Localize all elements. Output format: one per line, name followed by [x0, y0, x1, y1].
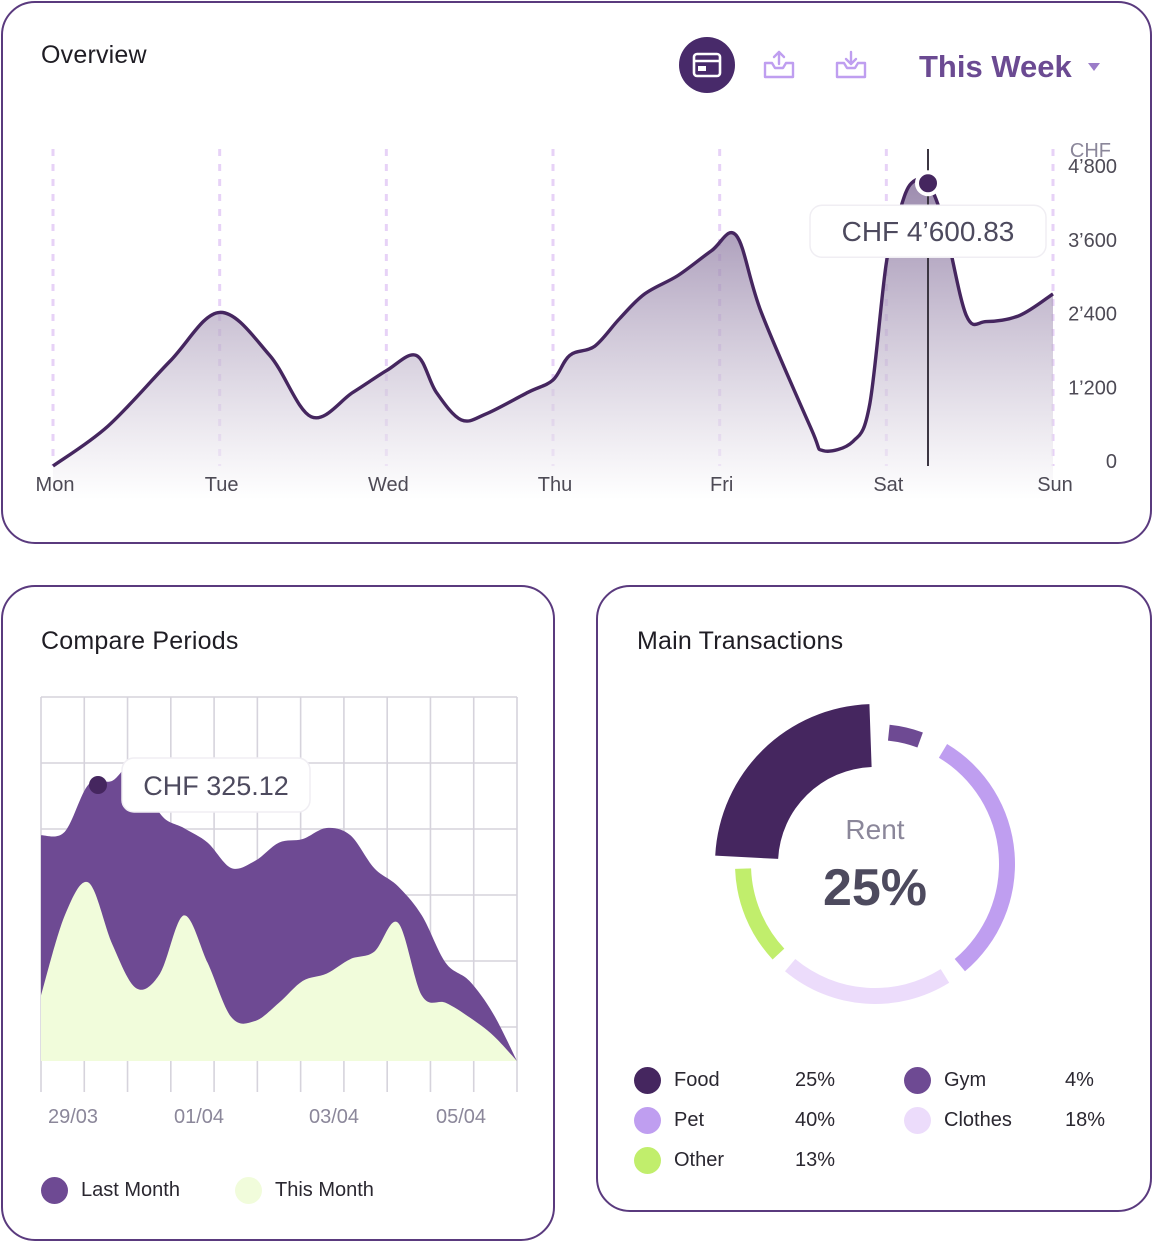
legend-label: Other — [674, 1149, 725, 1171]
compare-chart: 29/03 01/04 03/04 05/04 CHF 325.12 — [40, 696, 518, 1128]
compare-title: Compare Periods — [41, 627, 239, 655]
series-line — [51, 177, 1054, 468]
x-tick-label: Tue — [205, 474, 239, 496]
compare-card: Compare Periods 29/03 01/04 03/04 05/04 CHF … — [1, 585, 555, 1241]
upload-button[interactable] — [751, 37, 807, 93]
tooltip: CHF 4’600.83 — [809, 204, 1047, 258]
card-icon — [692, 52, 722, 78]
donut-slice-gym — [887, 724, 923, 748]
legend-label: Clothes — [944, 1109, 1012, 1131]
legend-swatch — [41, 1177, 68, 1204]
overview-card: Overview This Week Mon Tue Wed Thu Fri Sat Sun… — [1, 1, 1152, 544]
y-tick-label: 1’200 — [1068, 377, 1117, 399]
series-area-this-month — [41, 881, 517, 1061]
legend-item-food: Food — [634, 1067, 720, 1094]
legend-swatch — [634, 1067, 661, 1094]
donut-center-value: 25% — [823, 859, 927, 917]
legend-label: Food — [674, 1069, 720, 1091]
legend-percent-pet: 40% — [795, 1109, 836, 1131]
download-icon — [835, 50, 867, 79]
transactions-donut: Rent 25% — [715, 704, 1015, 1004]
legend-item-this-month: This Month — [235, 1177, 374, 1204]
legend-item-other: Other — [634, 1147, 724, 1174]
x-tick-label: 01/04 — [174, 1106, 224, 1128]
transactions-title: Main Transactions — [637, 627, 844, 655]
legend-swatch — [235, 1177, 262, 1204]
tooltip: CHF 325.12 — [121, 757, 311, 813]
donut-slice-other — [735, 868, 785, 960]
legend-swatch — [634, 1107, 661, 1134]
legend-item-gym: Gym — [904, 1067, 986, 1094]
x-tick-label: 29/03 — [48, 1106, 98, 1128]
y-axis-label: CHF — [1070, 140, 1111, 162]
x-tick-label: Thu — [538, 474, 572, 496]
period-dropdown[interactable]: This Week — [919, 45, 1100, 89]
download-button[interactable] — [823, 37, 879, 93]
x-tick-label: Sat — [873, 474, 903, 496]
legend-label: Gym — [944, 1069, 987, 1091]
tooltip-value: CHF 325.12 — [143, 771, 289, 801]
donut-slice-clothes — [785, 958, 950, 1004]
overview-title: Overview — [41, 41, 147, 69]
legend-percent-gym: 4% — [1065, 1069, 1094, 1091]
tooltip-box — [809, 204, 1047, 258]
y-tick-label: 2’400 — [1068, 304, 1117, 326]
y-tick-label: 4’800 — [1068, 156, 1117, 178]
marker-dot — [89, 776, 107, 794]
donut-center-label: Rent — [845, 814, 904, 845]
marker-dot — [915, 170, 941, 197]
area-fill — [53, 178, 1053, 501]
chevron-down-icon — [1087, 63, 1100, 71]
donut-slice-food — [715, 704, 872, 859]
legend-percent-other: 13% — [795, 1149, 836, 1171]
tooltip-box — [121, 757, 311, 813]
legend-label: Last Month — [81, 1179, 180, 1201]
legend-item-last-month: Last Month — [41, 1177, 180, 1204]
donut-slice-pet — [938, 743, 1015, 972]
legend-label: This Month — [275, 1179, 374, 1201]
legend-item-clothes: Clothes — [904, 1107, 1012, 1134]
x-tick-label: Fri — [710, 474, 733, 496]
x-tick-label: Sun — [1037, 474, 1073, 496]
x-tick-label: 05/04 — [436, 1106, 486, 1128]
legend-swatch — [904, 1107, 931, 1134]
y-tick-label: 0 — [1106, 451, 1117, 473]
legend-percent-clothes: 18% — [1065, 1109, 1106, 1131]
legend-percent-food: 25% — [795, 1069, 836, 1091]
tooltip-value: CHF 4’600.83 — [842, 216, 1015, 247]
transactions-card: Main Transactions Rent 25% Food 25% Pet 40% O… — [596, 585, 1152, 1212]
overview-chart: Mon Tue Wed Thu Fri Sat Sun 0 1’200 2’400 3’600 4’8… — [36, 140, 1117, 501]
y-tick-label: 3’600 — [1068, 230, 1117, 252]
upload-icon — [763, 50, 795, 79]
legend-item-pet: Pet — [634, 1107, 704, 1134]
x-tick-label: 03/04 — [309, 1106, 359, 1128]
period-label: This Week — [919, 49, 1072, 84]
legend-label: Pet — [674, 1109, 705, 1131]
x-tick-label: Wed — [368, 474, 409, 496]
legend-swatch — [634, 1147, 661, 1174]
x-tick-label: Mon — [36, 474, 75, 496]
card-view-button[interactable] — [679, 37, 735, 93]
legend-swatch — [904, 1067, 931, 1094]
